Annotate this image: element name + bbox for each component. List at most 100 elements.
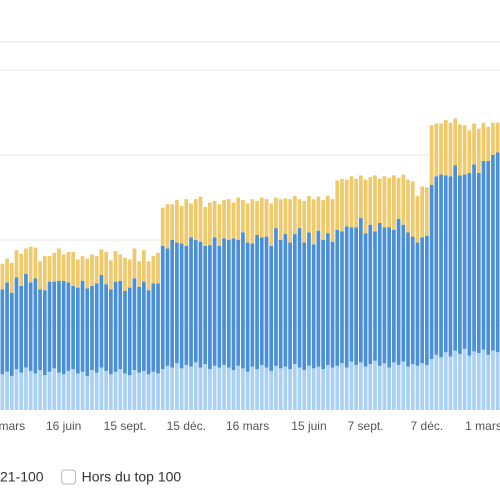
bar-segment bbox=[33, 373, 38, 410]
bar-segment bbox=[330, 241, 335, 368]
bar-segment bbox=[75, 373, 80, 410]
bar-segment bbox=[269, 245, 274, 371]
bar-segment bbox=[146, 290, 151, 375]
bar-segment bbox=[368, 177, 373, 225]
bar-segment bbox=[264, 367, 269, 410]
bar-segment bbox=[453, 350, 458, 410]
bar-segment bbox=[245, 371, 250, 410]
bar-segment bbox=[415, 195, 420, 243]
bar-segment bbox=[61, 374, 66, 410]
bar-segment bbox=[472, 164, 476, 352]
bar-segment bbox=[302, 200, 307, 243]
bar-segment bbox=[42, 290, 47, 376]
bar-segment bbox=[274, 365, 278, 410]
bar-segment bbox=[344, 226, 349, 368]
bar-segment bbox=[311, 199, 316, 245]
bar-segment bbox=[335, 180, 340, 230]
bar-segment bbox=[297, 228, 302, 368]
bar-segment bbox=[108, 374, 113, 410]
bar-segment bbox=[71, 285, 75, 370]
bar-segment bbox=[425, 187, 429, 236]
bar-segment bbox=[297, 199, 302, 229]
bar-segment bbox=[302, 370, 307, 410]
bar-segment bbox=[217, 367, 222, 410]
bar-segment bbox=[52, 281, 57, 369]
bar-segment bbox=[373, 231, 377, 361]
bar-segment bbox=[28, 246, 33, 283]
bar-segment bbox=[42, 375, 47, 410]
bar-segment bbox=[90, 254, 94, 286]
bar-segment bbox=[311, 244, 316, 369]
bar-segment bbox=[453, 118, 458, 166]
bar-segment bbox=[245, 242, 250, 372]
bar-segment bbox=[307, 195, 311, 233]
bar-segment bbox=[434, 123, 439, 177]
bar-segment bbox=[5, 258, 9, 283]
bar-segment bbox=[325, 233, 330, 365]
bar-segment bbox=[156, 373, 160, 410]
bar-segment bbox=[406, 366, 410, 410]
bar-segment bbox=[462, 174, 467, 349]
bar-segment bbox=[104, 370, 108, 410]
bar-segment bbox=[212, 237, 217, 366]
bar-segment bbox=[9, 376, 14, 410]
x-tick-label: 15 sept. bbox=[104, 419, 147, 433]
bar-segment bbox=[307, 365, 311, 410]
bar-segment bbox=[264, 199, 269, 237]
bar-segment bbox=[344, 179, 349, 227]
bar-segment bbox=[14, 250, 19, 278]
bar-segment bbox=[127, 259, 132, 288]
bar-segment bbox=[57, 280, 61, 373]
bar-segment bbox=[212, 200, 217, 238]
bar-segment bbox=[349, 361, 354, 410]
legend-label[interactable]: 21-100 bbox=[0, 469, 44, 485]
bar-segment bbox=[66, 282, 71, 371]
bar-segment bbox=[170, 240, 175, 368]
bar-segment bbox=[354, 178, 358, 228]
bar-segment bbox=[118, 280, 123, 370]
bar-segment bbox=[193, 362, 198, 410]
bar-segment bbox=[118, 254, 123, 281]
bar-segment bbox=[472, 351, 476, 410]
bar-segment bbox=[127, 375, 132, 410]
bar-segment bbox=[269, 203, 274, 246]
bar-segment bbox=[175, 242, 179, 364]
bar-segment bbox=[288, 242, 292, 370]
bar-segment bbox=[278, 199, 283, 240]
bar-segment bbox=[321, 200, 325, 240]
bar-segment bbox=[118, 369, 123, 410]
bar-segment bbox=[66, 370, 71, 410]
x-tick-label: 7 sept. bbox=[348, 419, 384, 433]
legend-checkbox[interactable] bbox=[61, 469, 77, 485]
bar-segment bbox=[307, 232, 311, 366]
bar-segment bbox=[274, 228, 278, 366]
legend-label[interactable]: Hors du top 100 bbox=[82, 469, 182, 485]
bar-segment bbox=[321, 369, 325, 410]
bar-segment bbox=[14, 369, 19, 410]
bar-segment bbox=[255, 369, 259, 410]
bar-segment bbox=[226, 199, 231, 240]
bar-segment bbox=[358, 362, 363, 410]
bar-segment bbox=[132, 278, 137, 371]
bar-segment bbox=[373, 360, 377, 410]
bar-segment bbox=[184, 199, 189, 246]
bar-segment bbox=[274, 197, 278, 229]
x-tick-label: 15 déc. bbox=[167, 419, 206, 433]
bar-segment bbox=[236, 197, 241, 240]
bar-segment bbox=[57, 248, 61, 281]
bar-segment bbox=[241, 368, 245, 410]
bar-segment bbox=[429, 125, 434, 185]
bar-segment bbox=[66, 251, 71, 283]
bar-segment bbox=[481, 122, 486, 161]
bar-segment bbox=[198, 196, 203, 242]
bar-segment bbox=[354, 227, 358, 365]
bar-segment bbox=[377, 178, 382, 223]
bar-segment bbox=[75, 259, 80, 288]
bar-segment bbox=[226, 367, 231, 410]
bar-segment bbox=[226, 240, 231, 368]
bar-segment bbox=[160, 207, 165, 246]
bar-segment bbox=[142, 250, 146, 282]
bar-segment bbox=[71, 251, 75, 286]
bar-segment bbox=[401, 361, 406, 410]
bar-segment bbox=[462, 125, 467, 175]
